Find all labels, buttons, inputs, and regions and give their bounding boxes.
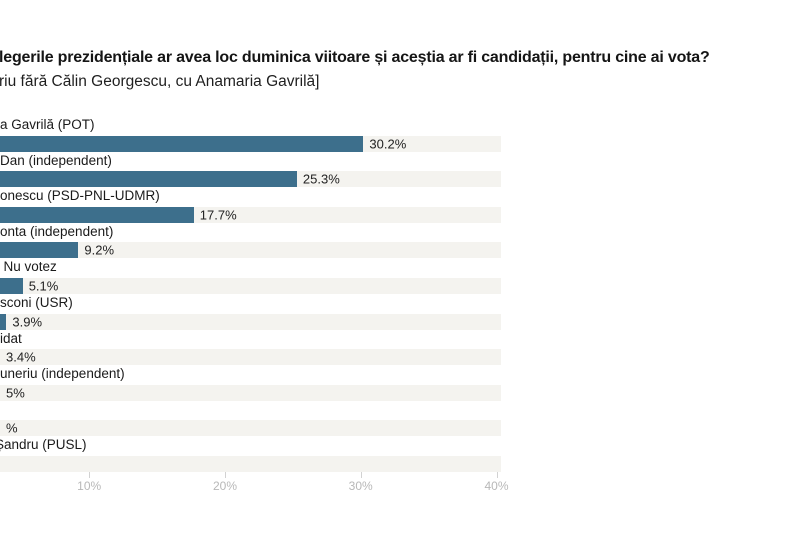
chart-row: / Nu votez 5.1% — [0, 258, 502, 294]
axis-tick-label: 20% — [212, 479, 238, 493]
value-label: % — [6, 420, 18, 436]
category-label: onescu (PSD-PNL-UDMR) — [0, 188, 160, 204]
chart-subtitle: riu fără Călin Georgescu, cu Anamaria Ga… — [0, 73, 320, 90]
category-label: uneriu (independent) — [0, 366, 125, 382]
bar — [0, 206, 194, 223]
chart-row: idat 3.4% — [0, 330, 502, 366]
category-label: Dan (independent) — [0, 152, 112, 168]
bar-track: 5.1% — [0, 277, 501, 294]
bar — [0, 135, 364, 152]
value-label: 17.7% — [199, 207, 237, 223]
axis-tick — [225, 472, 226, 478]
value-label: 5% — [6, 385, 25, 401]
chart-row: onta (independent) 9.2% — [0, 223, 502, 259]
bar-track: % — [0, 420, 501, 437]
bar-track: 30.2% — [0, 135, 501, 152]
category-label: onta (independent) — [0, 223, 114, 239]
bar-chart: a Gavrilă (POT) 30.2% Dan (independent) … — [0, 116, 502, 472]
category-label: sconi (USR) — [0, 294, 73, 310]
bar-track: 9.2% — [0, 242, 501, 259]
bar — [0, 277, 23, 294]
axis-tick-label: 10% — [77, 479, 102, 493]
axis-tick-label: 30% — [348, 479, 373, 493]
value-label: 9.2% — [84, 242, 115, 258]
chart-row: Șandru (PUSL) — [0, 436, 502, 472]
category-label: Șandru (PUSL) — [0, 437, 87, 453]
bar-track: 17.7% — [0, 206, 501, 223]
category-label: a Gavrilă (POT) — [0, 117, 95, 132]
value-label: 3.4% — [6, 349, 36, 365]
value-label: 3.9% — [12, 314, 43, 330]
category-label: idat — [0, 330, 22, 346]
bar-track: 3.4% — [0, 349, 501, 366]
bar — [0, 171, 297, 188]
bar — [0, 313, 7, 330]
x-axis: 10% 20% 30% 40% — [0, 472, 800, 498]
axis-tick — [496, 472, 498, 478]
axis-tick — [360, 472, 362, 478]
chart-row: % — [0, 401, 502, 437]
category-label: / Nu votez — [0, 259, 57, 275]
bar-track: 5% — [0, 384, 501, 401]
value-label: 25.3% — [302, 171, 340, 187]
chart-row: onescu (PSD-PNL-UDMR) 17.7% — [0, 187, 502, 223]
axis-tick — [89, 472, 91, 478]
axis-tick-label: 40% — [484, 479, 509, 493]
chart-row: sconi (USR) 3.9% — [0, 294, 502, 330]
bar-track: 25.3% — [0, 171, 501, 188]
bar — [0, 242, 79, 259]
value-label: 5.1% — [28, 278, 59, 294]
chart-row: Dan (independent) 25.3% — [0, 152, 502, 188]
bar-track — [0, 455, 501, 472]
chart-row: a Gavrilă (POT) 30.2% — [0, 116, 502, 152]
chart-title: legerile prezidențiale ar avea loc dumin… — [0, 49, 710, 66]
bar-track: 3.9% — [0, 313, 501, 330]
chart-row: uneriu (independent) 5% — [0, 365, 502, 401]
value-label: 30.2% — [369, 136, 407, 152]
